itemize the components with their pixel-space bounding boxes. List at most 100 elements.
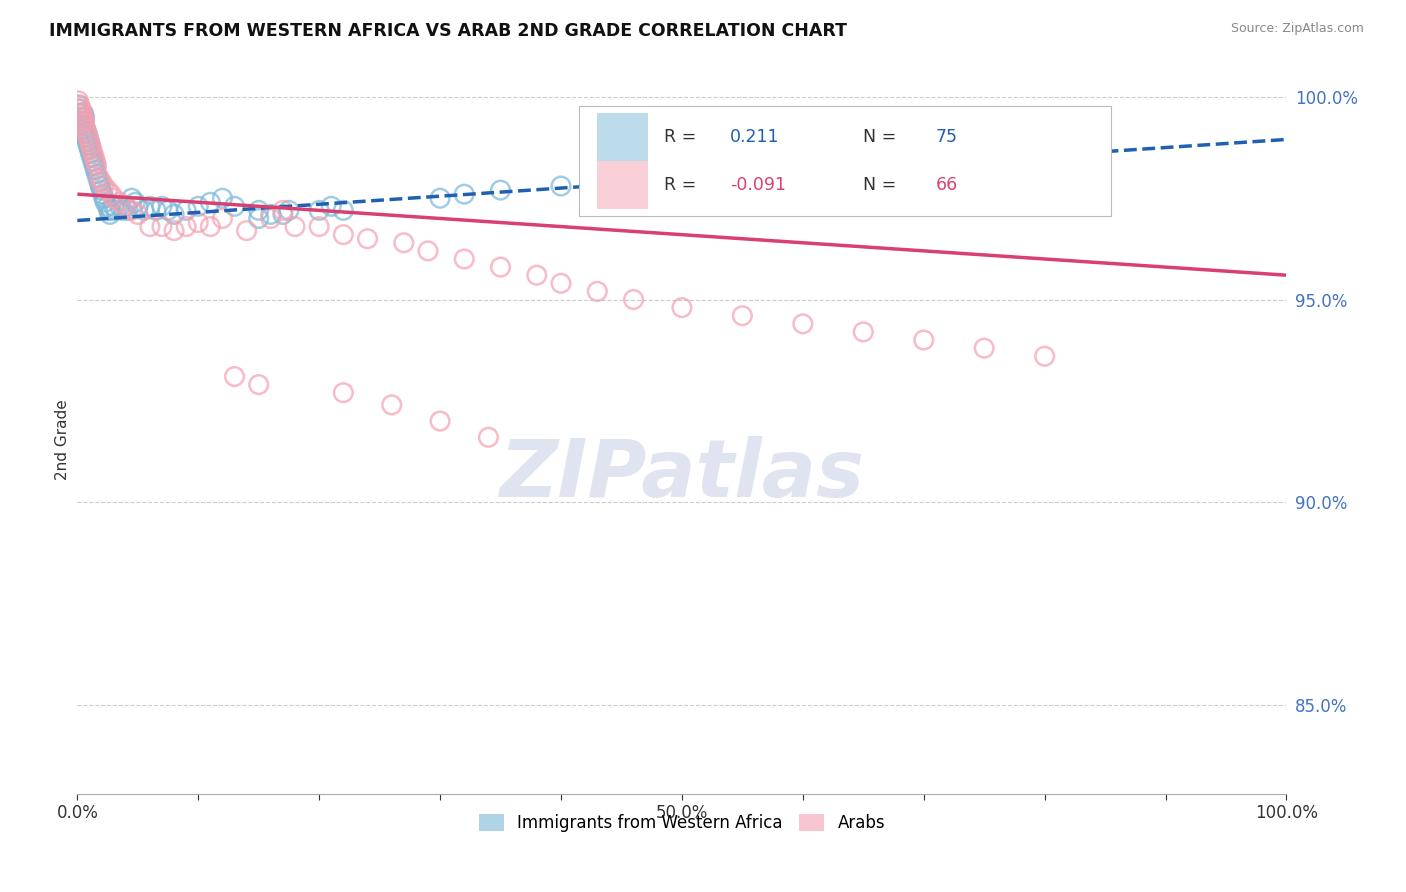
Point	[163, 207, 186, 221]
Point	[477, 430, 499, 444]
Point	[224, 369, 246, 384]
Point	[124, 195, 146, 210]
Point	[67, 94, 90, 108]
Point	[332, 385, 354, 400]
Point	[150, 199, 173, 213]
Point	[117, 203, 139, 218]
Y-axis label: 2nd Grade: 2nd Grade	[55, 399, 70, 480]
Point	[73, 118, 96, 132]
Point	[278, 203, 301, 218]
Point	[77, 138, 100, 153]
Point	[67, 98, 90, 112]
Point	[260, 207, 283, 221]
Point	[973, 341, 995, 355]
Point	[69, 106, 91, 120]
Point	[70, 102, 93, 116]
Point	[586, 285, 609, 299]
Point	[69, 110, 91, 124]
Point	[84, 162, 107, 177]
Point	[98, 207, 121, 221]
Point	[127, 207, 149, 221]
Point	[321, 199, 343, 213]
Point	[308, 203, 330, 218]
Bar	[598, 161, 648, 210]
Point	[731, 309, 754, 323]
Point	[79, 135, 101, 149]
Point	[70, 114, 93, 128]
Point	[247, 203, 270, 218]
Point	[429, 414, 451, 428]
Text: 0.211: 0.211	[730, 128, 780, 145]
Point	[75, 122, 97, 136]
Point	[912, 333, 935, 347]
Point	[73, 127, 96, 141]
Text: N =: N =	[863, 128, 903, 145]
Point	[75, 130, 97, 145]
Point	[145, 203, 167, 218]
Point	[86, 167, 108, 181]
Legend: Immigrants from Western Africa, Arabs: Immigrants from Western Africa, Arabs	[472, 807, 891, 838]
Point	[70, 106, 93, 120]
Point	[526, 268, 548, 283]
Point	[200, 195, 222, 210]
Point	[284, 219, 307, 234]
Point	[139, 199, 162, 213]
Point	[453, 252, 475, 266]
Point	[90, 183, 112, 197]
Point	[73, 114, 96, 128]
Point	[489, 260, 512, 274]
Point	[235, 224, 257, 238]
Point	[260, 211, 283, 226]
Point	[70, 110, 93, 124]
Point	[79, 138, 101, 153]
Bar	[598, 112, 648, 161]
Point	[174, 219, 197, 234]
Point	[150, 219, 173, 234]
Point	[103, 191, 125, 205]
Point	[79, 138, 101, 153]
Point	[87, 170, 110, 185]
Point	[731, 167, 754, 181]
Point	[76, 135, 98, 149]
Point	[67, 106, 90, 120]
Point	[1033, 349, 1056, 363]
Point	[83, 151, 105, 165]
Point	[83, 159, 105, 173]
Point	[187, 199, 209, 213]
Point	[174, 203, 197, 218]
Point	[72, 118, 94, 132]
Point	[73, 110, 96, 124]
Point	[623, 293, 645, 307]
Point	[76, 127, 98, 141]
Point	[93, 179, 115, 194]
Point	[114, 199, 136, 213]
Point	[187, 215, 209, 229]
Text: -0.091: -0.091	[730, 176, 786, 194]
Point	[70, 114, 93, 128]
Point	[224, 199, 246, 213]
Point	[90, 175, 112, 189]
Point	[163, 224, 186, 238]
Point	[356, 232, 378, 246]
Point	[200, 219, 222, 234]
Point	[332, 203, 354, 218]
Point	[96, 199, 118, 213]
Point	[114, 199, 136, 213]
Point	[416, 244, 439, 258]
Point	[72, 110, 94, 124]
Point	[87, 170, 110, 185]
Text: N =: N =	[863, 176, 903, 194]
Point	[271, 203, 294, 218]
Point	[77, 130, 100, 145]
Point	[80, 151, 103, 165]
Point	[308, 219, 330, 234]
Point	[96, 183, 118, 197]
Point	[89, 179, 111, 194]
Text: Source: ZipAtlas.com: Source: ZipAtlas.com	[1230, 22, 1364, 36]
Point	[70, 118, 93, 132]
Point	[70, 110, 93, 124]
Point	[792, 317, 814, 331]
Point	[381, 398, 404, 412]
Point	[392, 235, 415, 250]
Point	[93, 191, 115, 205]
